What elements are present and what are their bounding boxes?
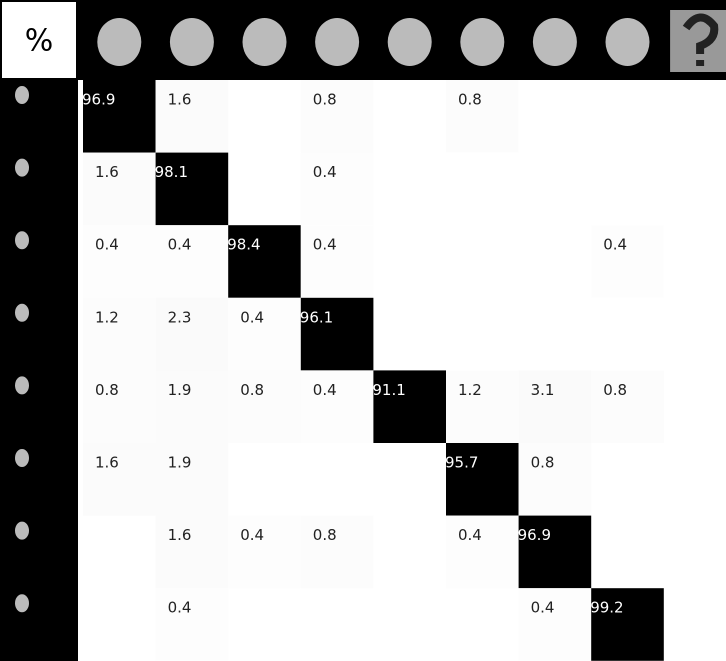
cell — [83, 152, 156, 226]
cell — [83, 443, 156, 516]
cell-value: 0.8 — [531, 454, 555, 472]
cell-value: 0.4 — [603, 236, 627, 254]
icon — [605, 18, 650, 66]
cell — [300, 152, 374, 226]
cell-value: 96.9 — [82, 91, 115, 109]
icon — [387, 18, 432, 66]
corner-label: % — [25, 24, 54, 59]
cell-value: 96.9 — [518, 526, 551, 544]
cell — [155, 152, 229, 226]
cell — [155, 370, 229, 443]
corner-cell — [2, 2, 76, 78]
icon — [169, 18, 214, 66]
icon — [15, 231, 29, 250]
cell-value: 0.4 — [458, 526, 482, 544]
cell — [228, 297, 301, 371]
icon — [97, 18, 142, 66]
icon — [15, 521, 29, 540]
cell — [155, 80, 229, 153]
cell-value: 0.4 — [313, 163, 337, 181]
class-icons — [15, 10, 726, 613]
cell — [155, 297, 229, 371]
cells: 96.9 1.6 0.8 0.8 1.6 98.1 0.4 0.4 0.4 98.4 0.4 0.4 1… — [82, 80, 664, 661]
cell — [83, 225, 156, 298]
cell-value: 0.4 — [531, 599, 555, 617]
cell-value: 0.4 — [95, 236, 119, 254]
cell-value: 0.8 — [95, 381, 119, 399]
cell — [591, 370, 664, 443]
cell-value: 1.6 — [168, 91, 192, 109]
cell — [518, 588, 592, 661]
cell — [228, 370, 301, 443]
cell — [300, 515, 374, 589]
cell — [591, 225, 664, 298]
cell — [300, 225, 374, 298]
cell — [300, 297, 374, 371]
cell-value: 0.4 — [240, 526, 264, 544]
cell — [446, 80, 519, 153]
icon — [315, 18, 360, 66]
cell — [591, 588, 664, 661]
cell-value: 0.4 — [313, 236, 337, 254]
cell-value: 99.2 — [590, 599, 623, 617]
cell-value: 3.1 — [531, 381, 555, 399]
cell — [155, 588, 229, 661]
cell-value: 0.4 — [168, 599, 192, 617]
cell-value: 95.7 — [445, 454, 478, 472]
cell — [155, 225, 229, 298]
cell — [155, 443, 229, 516]
cell — [83, 370, 156, 443]
cell-value: 0.8 — [313, 526, 337, 544]
icon — [242, 18, 287, 66]
cell — [373, 370, 446, 443]
cell-value: 0.4 — [313, 381, 337, 399]
cell-value: 1.2 — [95, 308, 119, 326]
cell — [300, 370, 374, 443]
cell-value: 1.6 — [95, 454, 119, 472]
cell-value: 1.6 — [95, 163, 119, 181]
cell-value: 98.4 — [227, 236, 260, 254]
cell — [518, 370, 592, 443]
cell-value: 98.1 — [155, 163, 188, 181]
icon — [15, 376, 29, 395]
cell-value: 1.9 — [168, 381, 192, 399]
cell-value: 96.1 — [300, 308, 333, 326]
cell — [518, 515, 592, 589]
icon — [532, 18, 577, 66]
cell-value: 0.8 — [313, 91, 337, 109]
cell — [518, 443, 592, 516]
cell-value: 0.4 — [168, 236, 192, 254]
cell — [446, 443, 519, 516]
cell-value: 1.6 — [168, 526, 192, 544]
cell-value: 0.8 — [603, 381, 627, 399]
cell — [228, 225, 301, 298]
cell-value: 91.1 — [372, 381, 405, 399]
cell-value: 0.4 — [240, 308, 264, 326]
cell — [300, 80, 374, 153]
cell — [446, 370, 519, 443]
row-header-band — [0, 80, 78, 661]
cell — [83, 297, 156, 371]
cell-value: 0.8 — [458, 91, 482, 109]
unknown-icon-mark — [682, 13, 719, 66]
cell-value: 0.8 — [240, 381, 264, 399]
icon — [15, 594, 29, 613]
icon — [15, 303, 29, 322]
cell — [446, 515, 519, 589]
icon — [15, 158, 29, 177]
cell-value: 1.9 — [168, 454, 192, 472]
icon — [460, 18, 505, 66]
cell — [228, 515, 301, 589]
cell-value: 1.2 — [458, 381, 482, 399]
icon — [15, 86, 29, 104]
icon — [15, 449, 29, 467]
cell — [83, 80, 156, 153]
cell — [155, 515, 229, 589]
cell-value: 2.3 — [168, 308, 192, 326]
